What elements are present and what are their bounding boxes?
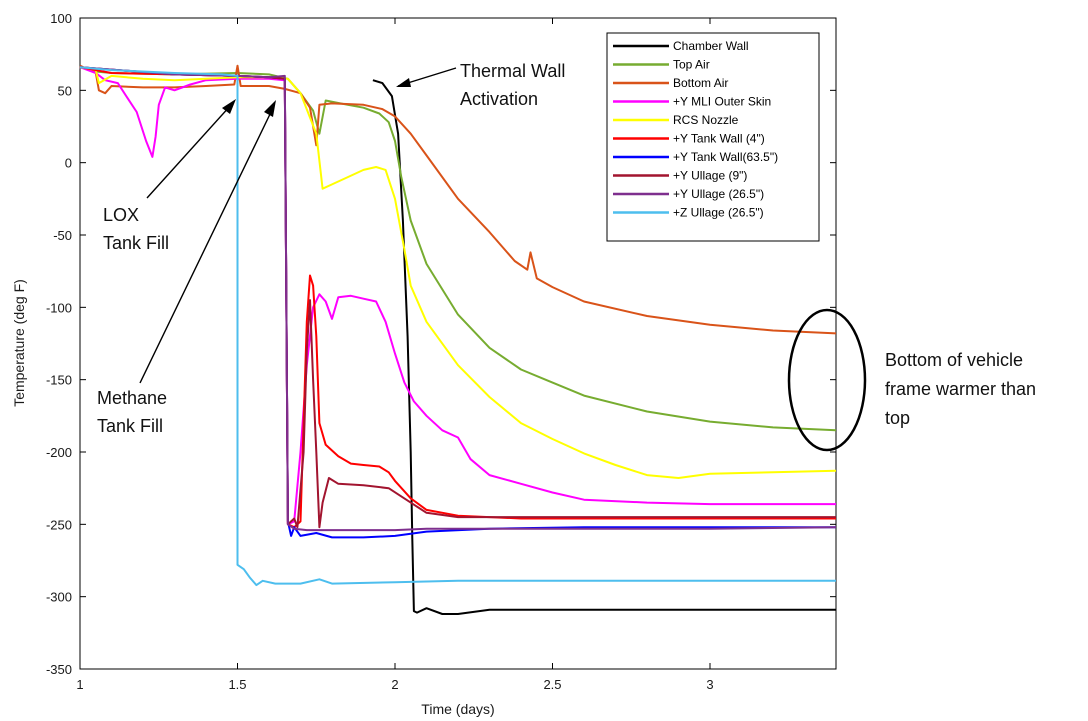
legend-entry: Chamber Wall — [673, 39, 749, 53]
plot-frame — [79, 17, 837, 670]
annotation-arrowhead-methane — [264, 100, 276, 117]
series-line-9 — [79, 66, 837, 532]
y-tick-label: 0 — [65, 156, 72, 171]
annotation-lox: LOX — [103, 205, 139, 225]
annotation-methane-tank-fill: Tank Fill — [97, 416, 163, 436]
legend-entry: Bottom Air — [673, 76, 728, 90]
legend-entry: +Y Tank Wall (4") — [673, 132, 765, 146]
y-axis-label: Temperature (deg F) — [11, 279, 27, 407]
legend-entry: Top Air — [673, 58, 710, 72]
annotation-ellipse — [787, 308, 867, 452]
annotation-lox-tank-fill: Tank Fill — [103, 233, 169, 253]
y-tick-label: 100 — [50, 11, 72, 26]
y-tick-label: -200 — [46, 445, 72, 460]
annotation-bottom-of-vehicle: Bottom of vehicle — [885, 350, 1023, 370]
x-axis-label: Time (days) — [421, 701, 494, 717]
y-axis-ticks: 100 50 0 -50 -100 -150 -200 -250 -300 -350 — [46, 11, 836, 677]
x-tick-label: 1.5 — [228, 677, 246, 692]
y-tick-label: -350 — [46, 662, 72, 677]
annotations: Thermal Wall Activation LOX Tank Fill Me… — [97, 61, 1036, 452]
annotation-arrow-lox — [146, 104, 232, 199]
legend-entry: +Y MLI Outer Skin — [673, 95, 771, 109]
annotation-arrowhead-lox — [222, 99, 236, 114]
x-tick-label: 2.5 — [543, 677, 561, 692]
series-lines — [79, 64, 837, 615]
x-axis-ticks: 1 1.5 2 2.5 3 — [76, 18, 714, 692]
legend-entry: RCS Nozzle — [673, 113, 739, 127]
legend-entry: +Y Tank Wall(63.5") — [673, 150, 778, 164]
series-line-2 — [79, 66, 837, 432]
series-line-1 — [372, 79, 836, 615]
annotation-frame-warmer: frame warmer than — [885, 379, 1036, 399]
annotation-arrowhead-thermal-wall — [396, 78, 411, 87]
series-line-3 — [79, 64, 837, 335]
legend-entry: +Y Ullage (9") — [673, 169, 747, 183]
annotation-arrow-methane — [139, 109, 273, 384]
annotation-methane: Methane — [97, 388, 167, 408]
x-tick-label: 1 — [76, 677, 83, 692]
annotation-top: top — [885, 408, 910, 428]
y-tick-label: -150 — [46, 373, 72, 388]
legend-entry: +Y Ullage (26.5") — [673, 187, 764, 201]
y-tick-label: -50 — [53, 228, 72, 243]
series-line-4 — [79, 66, 836, 526]
y-tick-label: -100 — [46, 300, 72, 315]
x-tick-label: 3 — [706, 677, 713, 692]
series-line-5 — [79, 66, 837, 479]
annotation-thermal-wall: Thermal Wall — [460, 61, 565, 81]
series-line-10 — [79, 66, 836, 587]
annotation-thermal-wall-activation: Activation — [460, 89, 538, 109]
y-tick-label: -300 — [46, 590, 72, 605]
y-tick-label: 50 — [58, 83, 72, 98]
legend: Chamber Wall Top Air Bottom Air +Y MLI Oute… — [606, 32, 820, 242]
legend-box — [606, 32, 820, 242]
y-tick-label: -250 — [46, 517, 72, 532]
x-tick-label: 2 — [391, 677, 398, 692]
legend-entry: +Z Ullage (26.5") — [673, 206, 764, 220]
